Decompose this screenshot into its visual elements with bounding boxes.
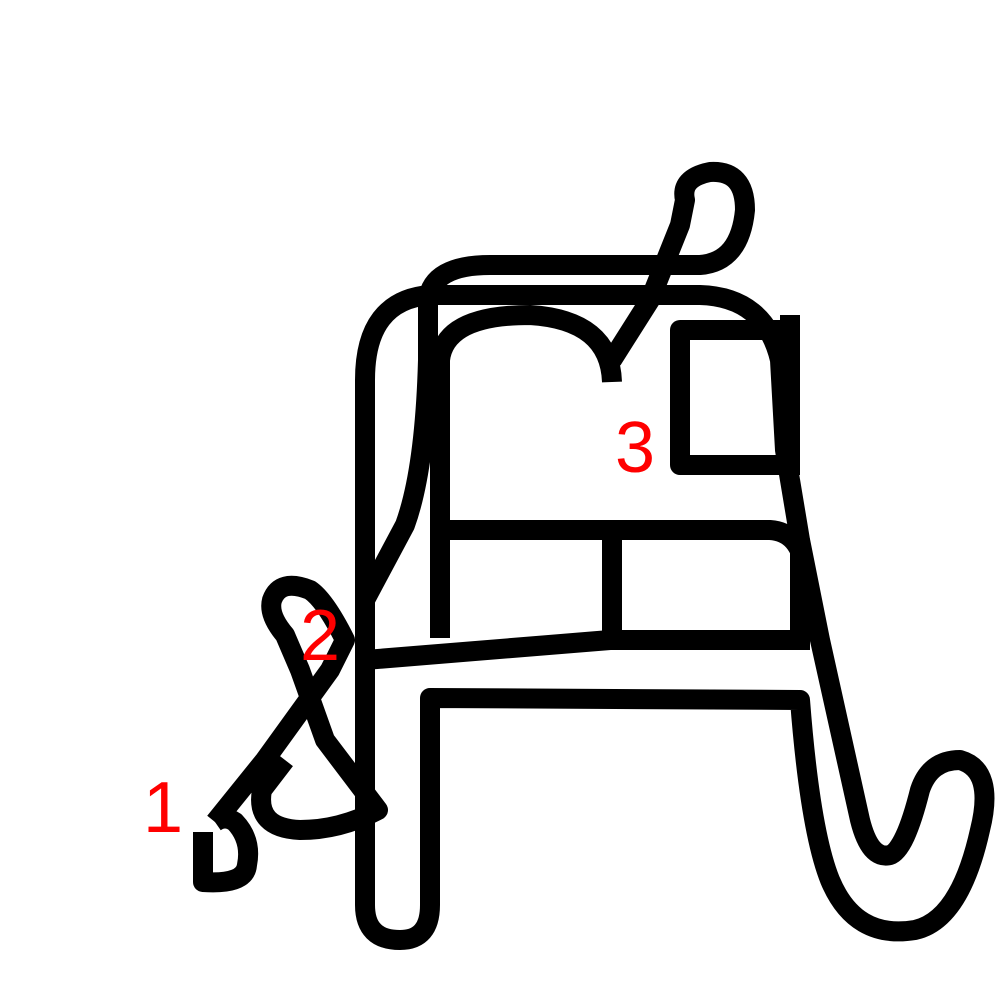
outer-frame-stroke — [355, 285, 995, 950]
small-hook-stroke — [193, 808, 259, 893]
inner-arch-stroke — [430, 305, 622, 638]
upper-loop-stroke — [356, 161, 755, 605]
marker-label-3: 3 — [615, 408, 655, 488]
marker-label-1: 1 — [143, 768, 183, 848]
marker-label-2: 2 — [300, 596, 340, 676]
lower-bar-stroke — [364, 630, 810, 670]
left-loop-stroke — [207, 575, 388, 840]
middle-bar-stroke — [445, 520, 815, 572]
